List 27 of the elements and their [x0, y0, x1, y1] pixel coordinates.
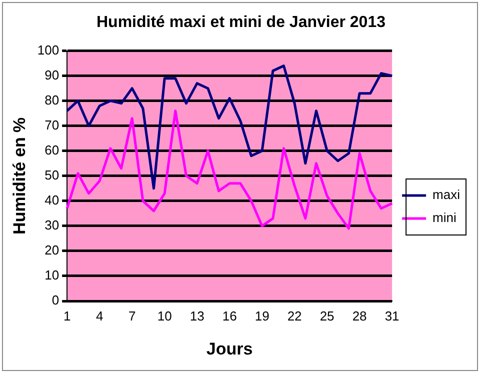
y-tick-label: 90 [44, 67, 60, 82]
y-tick-label: 80 [44, 92, 60, 108]
x-tick-label: 25 [320, 308, 334, 324]
y-tick-label: 50 [44, 167, 60, 182]
y-tick-label: 70 [44, 117, 60, 132]
y-tick-label: 10 [44, 268, 60, 283]
legend-label: maxi [432, 187, 460, 202]
y-tick-label: 60 [44, 142, 60, 158]
y-tick-label: 0 [52, 292, 60, 308]
x-tick-label: 10 [157, 308, 172, 324]
y-tick-label: 30 [44, 218, 60, 233]
x-tick-label: 7 [128, 308, 136, 324]
x-tick-label: 16 [222, 308, 237, 324]
x-tick-label: 28 [352, 308, 367, 324]
chart-title: Humidité maxi et mini de Janvier 2013 [95, 14, 386, 32]
x-axis-title: Jours [206, 339, 253, 358]
y-tick-label: 40 [44, 192, 60, 208]
x-tick-label: 19 [254, 308, 270, 324]
x-tick-label: 22 [287, 308, 302, 324]
x-tick-label: 31 [384, 308, 400, 324]
x-tick-label: 13 [190, 308, 204, 324]
x-tick-label: 4 [96, 308, 104, 324]
x-tick-label: 1 [63, 308, 71, 324]
y-tick-label: 100 [37, 42, 60, 58]
y-tick-label: 20 [44, 242, 60, 258]
y-axis-title: Humidité en % [10, 117, 29, 234]
legend-label: mini [432, 210, 456, 226]
